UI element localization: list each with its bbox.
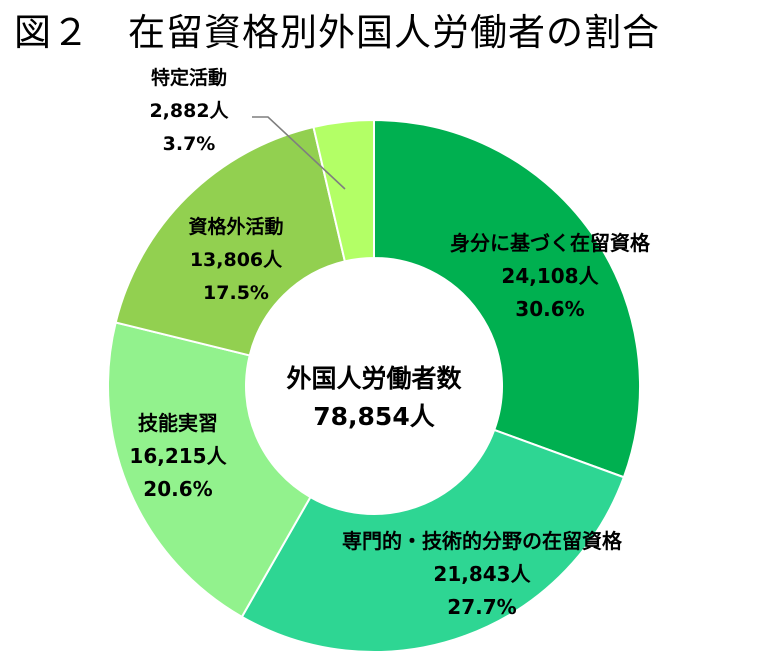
slice-label-name: 特定活動 — [151, 66, 227, 89]
slice-label-percent: 20.6% — [143, 477, 212, 501]
center-title: 外国人労働者数 — [286, 364, 462, 393]
leader-line-tokutei — [252, 116, 346, 190]
slice-label-value: 13,806人 — [190, 249, 283, 271]
slice-5 — [312, 118, 375, 263]
slice-label-name: 資格外活動 — [188, 215, 283, 238]
slice-2 — [240, 428, 626, 653]
slice-label-name: 技能実習 — [138, 411, 218, 435]
center-total: 78,854人 — [313, 402, 434, 431]
slice-label-percent: 3.7% — [163, 133, 216, 155]
slice-label-value: 24,108人 — [501, 264, 599, 288]
donut-slices — [107, 118, 641, 653]
leader-lines — [252, 116, 346, 190]
slice-label-value: 21,843人 — [433, 562, 531, 586]
slice-label-percent: 17.5% — [203, 282, 269, 304]
slice-labels: 身分に基づく在留資格 24,108人 30.6% 専門的・技術的分野の在留資格 21,8… — [129, 66, 651, 619]
slice-4 — [114, 125, 347, 357]
slice-1 — [373, 118, 641, 479]
slice-3 — [107, 321, 312, 619]
slice-label-percent: 27.7% — [447, 595, 516, 619]
slice-label-value: 16,215人 — [129, 444, 227, 468]
slice-label-name: 専門的・技術的分野の在留資格 — [342, 529, 623, 553]
slice-label-name: 身分に基づく在留資格 — [450, 231, 651, 255]
figure-title: 図２ 在留資格別外国人労働者の割合 — [14, 11, 660, 54]
slice-label-value: 2,882人 — [149, 100, 229, 122]
slice-label-percent: 30.6% — [515, 297, 584, 321]
center-label: 外国人労働者数 78,854人 — [286, 364, 462, 431]
